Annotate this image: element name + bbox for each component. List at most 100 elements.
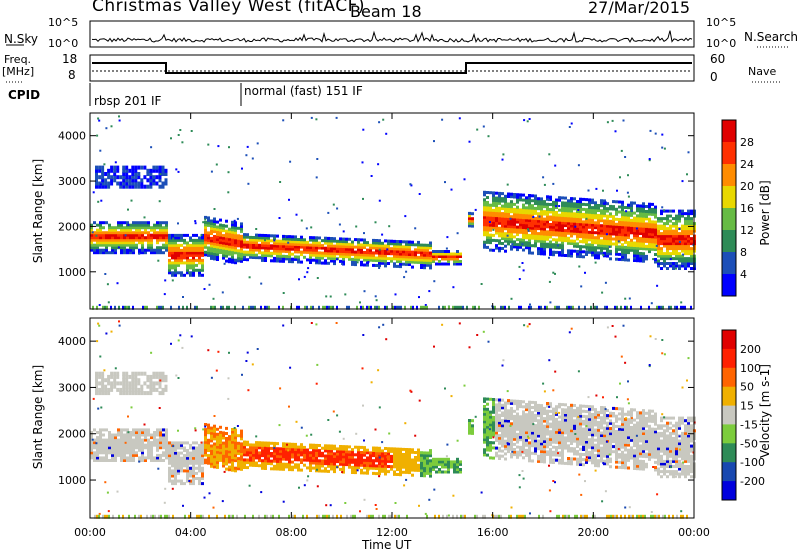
velocity-cell: [501, 449, 504, 453]
velocity-cell: [132, 443, 135, 447]
velocity-cell: [213, 457, 216, 461]
power-cell: [420, 248, 423, 252]
power-cell: [672, 224, 675, 228]
power-cell: [564, 209, 567, 213]
velocity-cell: [522, 425, 525, 429]
power-cell: [246, 240, 249, 244]
power-cell: [190, 130, 193, 132]
power-cell: [460, 305, 462, 310]
power-cell: [138, 231, 141, 235]
power-cell: [528, 216, 531, 220]
power-cell: [387, 252, 390, 256]
power-cell: [585, 230, 588, 234]
power-cell: [684, 234, 687, 238]
velocity-cell: [351, 448, 354, 452]
power-cell: [222, 229, 225, 233]
power-cell: [582, 202, 585, 206]
velocity-cell: [444, 462, 447, 466]
velocity-cell: [483, 450, 486, 454]
power-cell: [543, 225, 546, 229]
velocity-cell: [342, 452, 345, 456]
power-cell: [582, 250, 585, 254]
power-cell: [360, 255, 363, 259]
power-cell: [494, 305, 496, 310]
velocity-cell: [567, 436, 570, 440]
velocity-cell: [315, 459, 318, 463]
power-cell: [555, 215, 558, 219]
power-cell: [584, 271, 586, 274]
power-cell: [318, 305, 320, 310]
power-cell: [170, 305, 172, 310]
power-cell: [182, 296, 184, 298]
power-cell: [438, 252, 441, 256]
power-cell: [606, 249, 609, 253]
power-cell: [165, 223, 168, 227]
velocity-cell: [519, 435, 522, 439]
power-cell: [303, 243, 306, 247]
velocity-cell: [555, 410, 558, 414]
power-cell: [315, 256, 318, 260]
power-cell: [189, 243, 192, 247]
power-cell: [282, 249, 285, 253]
velocity-cell: [546, 402, 549, 405]
power-cell: [438, 305, 440, 310]
velocity-cell: [111, 436, 114, 440]
velocity-cell: [330, 447, 333, 451]
velocity-cell: [327, 457, 330, 461]
power-cell: [687, 242, 690, 246]
power-cell: [501, 222, 504, 225]
nsky-tick-bottom-right: 10^0: [706, 37, 737, 50]
velocity-cell: [261, 466, 264, 470]
velocity-cell: [540, 444, 543, 448]
velocity-cell: [243, 460, 246, 464]
velocity-cell: [162, 459, 165, 462]
power-cell: [102, 251, 105, 255]
power-cell: [594, 216, 597, 220]
power-cell: [405, 242, 408, 246]
power-cell: [612, 237, 615, 241]
power-cell: [207, 223, 210, 227]
nsearch-label: N.Search: [744, 30, 799, 44]
power-cell: [228, 230, 231, 234]
velocity-cell: [558, 423, 561, 427]
power-cell: [684, 247, 687, 251]
velocity-cell: [423, 453, 426, 457]
power-cell: [192, 241, 195, 245]
velocity-cell: [393, 447, 396, 451]
velocity-cell: [381, 459, 384, 463]
power-cell: [633, 226, 636, 230]
power-cell: [342, 242, 345, 246]
velocity-cell: [561, 436, 564, 440]
power-cell: [189, 246, 192, 250]
power-cell: [198, 273, 201, 277]
velocity-cell: [90, 446, 93, 450]
velocity-cell: [525, 433, 528, 437]
velocity-cell: [396, 465, 399, 469]
velocity-cell: [249, 445, 252, 449]
velocity-cell: [147, 438, 150, 442]
power-cell: [120, 228, 123, 232]
power-cell: [531, 234, 534, 238]
power-cell: [678, 234, 681, 238]
velocity-cell: [552, 438, 555, 442]
power-cell: [129, 241, 132, 245]
power-cell: [687, 239, 690, 243]
power-cell: [297, 245, 300, 249]
velocity-cell: [495, 423, 498, 427]
velocity-cell: [366, 448, 369, 452]
velocity-cell: [174, 471, 177, 475]
power-cell: [510, 232, 513, 236]
velocity-cell: [513, 442, 516, 446]
velocity-cell: [240, 455, 243, 459]
velocity-cell: [357, 463, 360, 467]
power-cell: [558, 198, 561, 202]
power-cell: [261, 246, 264, 250]
power-cell: [567, 221, 570, 225]
power-cell: [633, 211, 636, 215]
velocity-cell: [492, 418, 495, 422]
velocity-cell: [372, 464, 375, 468]
power-cell: [639, 237, 642, 240]
power-cell: [531, 251, 534, 255]
power-cell: [207, 233, 210, 237]
velocity-cell: [324, 467, 327, 471]
